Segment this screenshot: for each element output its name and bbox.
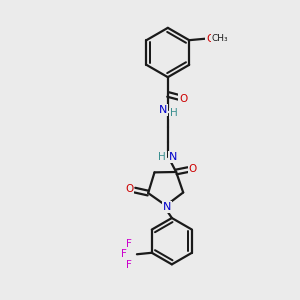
Text: CH₃: CH₃ bbox=[212, 34, 228, 43]
Text: O: O bbox=[189, 164, 197, 174]
Text: N: N bbox=[169, 152, 177, 162]
Text: O: O bbox=[179, 94, 188, 104]
Text: F: F bbox=[126, 239, 131, 249]
Text: F: F bbox=[126, 260, 131, 270]
Text: H: H bbox=[158, 152, 166, 162]
Text: O: O bbox=[206, 34, 214, 44]
Text: F: F bbox=[122, 249, 128, 259]
Text: N: N bbox=[163, 202, 171, 212]
Text: N: N bbox=[159, 105, 167, 115]
Text: O: O bbox=[125, 184, 134, 194]
Text: H: H bbox=[170, 108, 178, 118]
